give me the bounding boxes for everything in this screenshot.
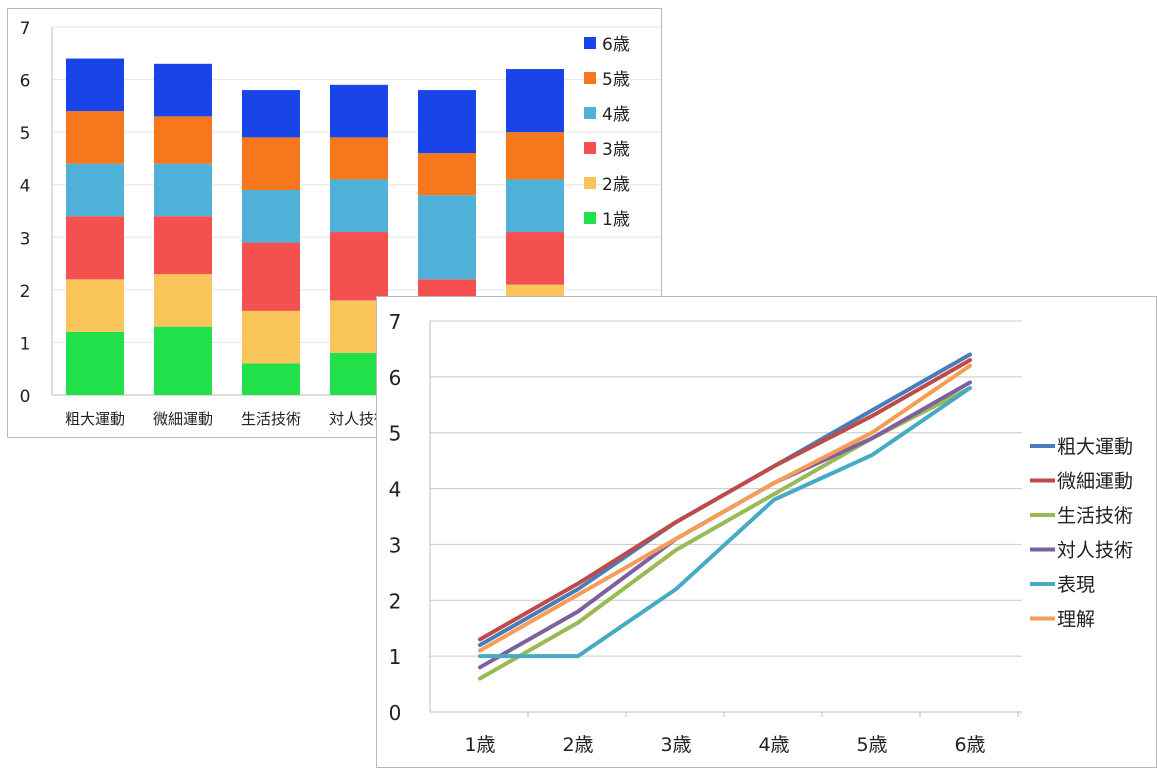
- series-line-5: [478, 386, 972, 659]
- y-tick-label: 5: [389, 422, 402, 446]
- bar-segment-5: [242, 137, 300, 190]
- x-tick-label: 3歳: [660, 734, 691, 756]
- bar-segment-5: [418, 153, 476, 196]
- y-tick-label: 4: [389, 478, 402, 502]
- series-line-4: [478, 380, 972, 670]
- y-tick-label: 1: [389, 645, 402, 669]
- x-tick-label: 微細運動: [153, 410, 213, 428]
- x-tick-label: 粗大運動: [65, 410, 125, 428]
- bar-segment-6: [506, 69, 564, 133]
- legend-swatch: [584, 72, 596, 84]
- stacked-bar-chart-panel: 01234567粗大運動微細運動生活技術対人技術表現理解6歳5歳4歳3歳2歳1歳: [7, 8, 662, 438]
- bar-segment-4: [506, 179, 564, 233]
- bar-segment-1: [154, 326, 212, 395]
- bar-segment-1: [242, 363, 300, 395]
- bar-segment-5: [154, 116, 212, 164]
- legend-label: 生活技術: [1057, 505, 1133, 527]
- x-tick-label: 生活技術: [241, 410, 301, 428]
- y-tick-label: 3: [389, 533, 402, 557]
- bar-segment-4: [418, 195, 476, 280]
- legend-swatch: [584, 107, 596, 119]
- series-line-6: [478, 363, 972, 653]
- x-tick-label: 2歳: [562, 734, 593, 756]
- legend-swatch: [584, 37, 596, 49]
- stacked-bar-chart: 01234567粗大運動微細運動生活技術対人技術表現理解6歳5歳4歳3歳2歳1歳: [20, 19, 661, 428]
- bar-segment-5: [66, 111, 124, 164]
- legend-label: 3歳: [602, 140, 630, 160]
- legend-label: 2歳: [602, 175, 630, 195]
- bar-segment-2: [154, 274, 212, 327]
- bar-segment-6: [330, 84, 388, 138]
- y-tick-label: 7: [20, 19, 31, 39]
- legend-label: 粗大運動: [1057, 436, 1133, 458]
- x-tick-label: 6歳: [954, 734, 985, 756]
- bar-segment-4: [66, 163, 124, 217]
- bar-segment-4: [154, 163, 212, 217]
- series-line-3: [478, 386, 972, 681]
- y-tick-label: 3: [20, 229, 31, 249]
- legend-swatch: [584, 142, 596, 154]
- bar-segment-3: [330, 232, 388, 301]
- legend-swatch: [584, 177, 596, 189]
- bar-segment-3: [66, 216, 124, 280]
- legend-label: 5歳: [602, 70, 630, 90]
- y-tick-label: 4: [20, 177, 31, 197]
- bar-segment-1: [66, 331, 124, 395]
- legend-swatch: [584, 212, 596, 224]
- y-tick-label: 1: [20, 334, 31, 354]
- legend-label: 対人技術: [1057, 540, 1133, 562]
- y-tick-label: 5: [20, 124, 31, 144]
- legend-label: 4歳: [602, 105, 630, 125]
- legend-label: 1歳: [602, 210, 630, 230]
- x-tick-label: 5歳: [856, 734, 887, 756]
- bar-segment-4: [330, 179, 388, 233]
- legend-label: 表現: [1057, 574, 1095, 596]
- y-tick-label: 2: [20, 282, 31, 302]
- bar-segment-3: [242, 242, 300, 311]
- y-tick-label: 6: [389, 366, 402, 390]
- bar-segment-6: [154, 63, 212, 117]
- bar-segment-5: [506, 132, 564, 180]
- x-tick-label: 1歳: [464, 734, 495, 756]
- x-tick-label: 対人技術: [329, 410, 389, 428]
- bar-segment-6: [418, 90, 476, 154]
- series-line-1: [478, 352, 972, 647]
- bar-segment-6: [66, 58, 124, 112]
- y-tick-label: 0: [389, 701, 402, 725]
- y-tick-label: 6: [20, 72, 31, 92]
- x-tick-label: 4歳: [758, 734, 789, 756]
- line-chart-panel: 0 1 2 3 4 5 6 7 1歳 2歳 3歳 4歳 5歳 6歳 粗大運動微細運動生活技術対人技術表現理解: [376, 296, 1157, 768]
- y-tick-label: 7: [389, 310, 402, 334]
- bar-segment-6: [242, 90, 300, 138]
- bar-segment-2: [66, 279, 124, 332]
- legend-label: 6歳: [602, 35, 630, 55]
- legend-label: 微細運動: [1057, 471, 1133, 493]
- y-tick-label: 2: [389, 589, 402, 613]
- legend-label: 理解: [1057, 609, 1095, 631]
- bar-segment-5: [330, 137, 388, 180]
- series-line-2: [478, 358, 972, 642]
- bar-segment-3: [154, 216, 212, 275]
- bar-segment-4: [242, 189, 300, 243]
- y-tick-label: 0: [20, 387, 31, 407]
- bar-segment-2: [242, 310, 300, 364]
- bar-segment-3: [506, 232, 564, 285]
